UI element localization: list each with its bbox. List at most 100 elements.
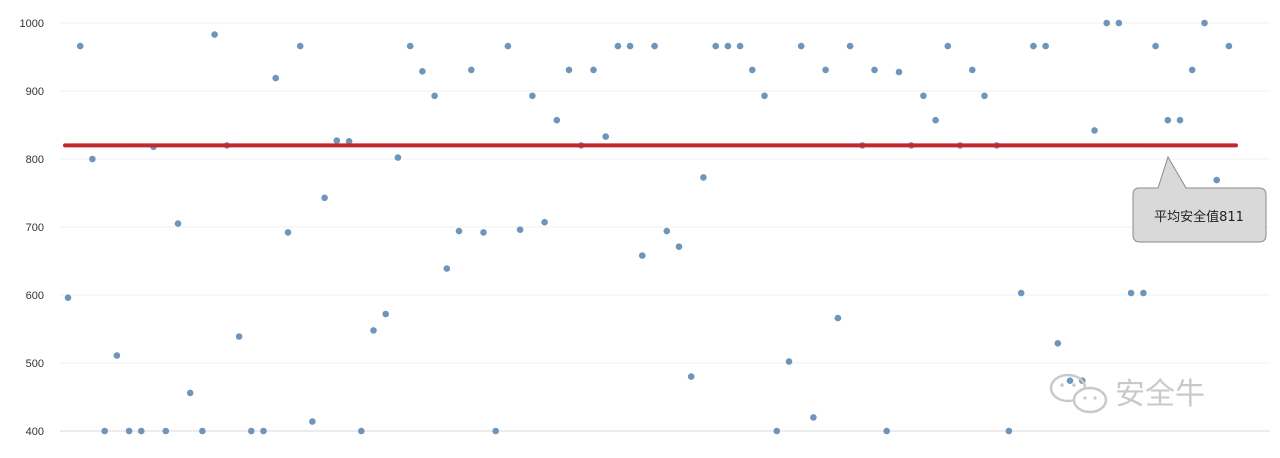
data-point <box>883 427 890 435</box>
y-tick-label: 500 <box>26 358 44 370</box>
data-point <box>663 227 671 235</box>
data-point <box>736 42 744 50</box>
data-point <box>969 66 976 74</box>
data-point <box>1103 19 1110 27</box>
y-axis: 400 500 600 700 800 900 1000 <box>20 18 44 438</box>
data-point <box>834 314 842 322</box>
data-point <box>431 92 438 100</box>
data-point <box>1152 42 1159 50</box>
data-point <box>700 174 707 181</box>
data-point <box>406 42 414 50</box>
watermark-text: 安全牛 <box>1115 377 1205 412</box>
data-point <box>932 116 939 124</box>
data-point <box>553 116 561 124</box>
data-point <box>871 66 878 74</box>
data-point <box>529 92 536 100</box>
data-point <box>895 68 903 76</box>
data-point <box>284 229 292 236</box>
data-point <box>455 227 463 235</box>
data-point <box>125 427 133 435</box>
data-point <box>565 66 573 74</box>
data-point <box>174 220 182 227</box>
data-point <box>235 333 243 340</box>
data-point <box>1054 340 1062 347</box>
average-callout: 平均安全值811 <box>1132 155 1267 243</box>
data-point <box>1225 42 1233 50</box>
data-point <box>797 42 805 50</box>
data-point <box>785 358 793 365</box>
data-point <box>687 373 695 380</box>
data-point <box>1091 127 1098 134</box>
data-point <box>846 42 854 50</box>
data-point <box>504 42 512 50</box>
data-point <box>186 389 194 397</box>
data-point <box>345 138 353 145</box>
data-point <box>1188 66 1196 74</box>
data-point <box>810 414 817 421</box>
data-point <box>590 66 597 74</box>
data-point <box>675 243 683 250</box>
data-point <box>138 427 145 435</box>
data-point <box>443 265 451 272</box>
data-point <box>1213 176 1220 184</box>
data-point <box>761 92 768 100</box>
data-point <box>309 418 316 425</box>
data-point <box>419 68 426 75</box>
data-point <box>1030 42 1037 50</box>
data-point <box>492 427 500 435</box>
data-point <box>1127 289 1135 297</box>
callout-bubble <box>1132 155 1267 243</box>
data-point <box>1115 19 1123 27</box>
data-point <box>199 427 206 435</box>
data-point <box>651 42 658 50</box>
data-point <box>1005 427 1013 435</box>
data-point <box>822 66 829 74</box>
y-tick-label: 900 <box>26 86 44 98</box>
data-point <box>712 42 719 50</box>
data-point <box>260 427 267 435</box>
data-point <box>370 327 377 334</box>
data-point <box>773 427 781 435</box>
data-point <box>382 310 390 318</box>
data-point <box>64 294 72 302</box>
data-point <box>1042 42 1049 50</box>
gridlines <box>60 22 1270 364</box>
data-point <box>468 66 475 74</box>
data-point <box>296 42 304 50</box>
data-point <box>248 427 255 435</box>
y-tick-label: 800 <box>26 154 44 166</box>
data-point <box>516 226 524 233</box>
data-point <box>981 92 988 100</box>
data-point <box>272 74 280 82</box>
data-point <box>101 427 108 435</box>
data-point <box>1164 116 1172 124</box>
y-tick-label: 1000 <box>20 18 44 30</box>
data-point <box>1201 19 1208 27</box>
data-point <box>394 154 402 161</box>
callout-text: 平均安全值811 <box>1154 209 1244 225</box>
data-point <box>920 92 927 100</box>
data-point <box>541 218 548 226</box>
data-point <box>944 42 952 50</box>
data-point <box>113 352 121 359</box>
data-point <box>724 42 732 50</box>
data-point <box>1140 289 1147 297</box>
data-point <box>1017 289 1025 297</box>
data-point <box>1176 116 1184 124</box>
data-point <box>89 155 96 163</box>
data-point <box>162 427 170 435</box>
y-tick-label: 600 <box>26 290 44 302</box>
data-point <box>480 229 487 236</box>
data-point <box>614 42 622 50</box>
data-point <box>333 137 341 144</box>
wechat-icon <box>1049 373 1108 414</box>
data-point <box>211 31 218 38</box>
watermark: 安全牛 <box>1049 373 1205 414</box>
data-point <box>626 42 634 50</box>
data-point <box>76 42 84 50</box>
y-tick-label: 400 <box>26 426 44 438</box>
data-point <box>639 252 646 259</box>
y-tick-label: 700 <box>26 222 44 234</box>
data-point <box>602 133 609 140</box>
